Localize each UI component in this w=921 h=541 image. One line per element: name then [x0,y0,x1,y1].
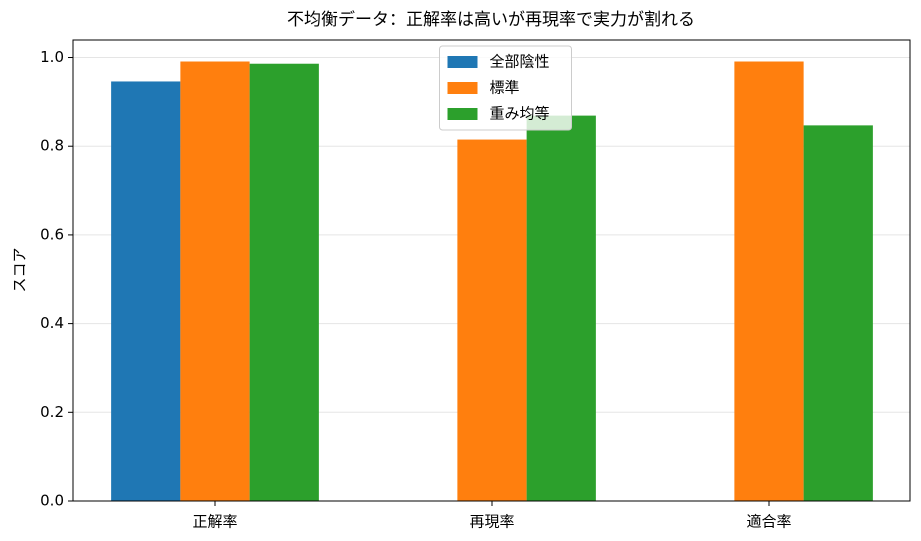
bar [111,81,181,501]
y-tick-label: 0.8 [40,137,64,155]
bar [249,63,319,501]
y-axis-label: スコア [11,247,29,292]
y-tick-label: 0.0 [40,492,64,510]
legend-swatch [447,56,478,68]
bar [803,125,873,502]
y-tick-label: 0.4 [40,314,64,332]
x-tick-label: 再現率 [469,513,514,531]
legend-label: 標準 [490,79,520,97]
plot-frame [72,39,911,502]
y-tick-label: 1.0 [40,48,64,66]
x-tick-label: 適合率 [746,513,791,531]
legend-swatch [447,82,478,94]
legend-label: 全部陰性 [490,53,550,71]
chart-title: 不均衡データ：正解率は高いが再現率で実力が割れる [287,9,695,30]
y-tick-label: 0.2 [40,403,64,421]
bar [180,61,250,501]
x-tick-label: 正解率 [192,513,237,531]
bar [526,115,596,501]
bar [734,61,804,501]
y-tick-label: 0.6 [40,225,64,243]
legend-label: 重み均等 [490,105,550,123]
legend-swatch [447,108,478,120]
bar [457,139,527,501]
